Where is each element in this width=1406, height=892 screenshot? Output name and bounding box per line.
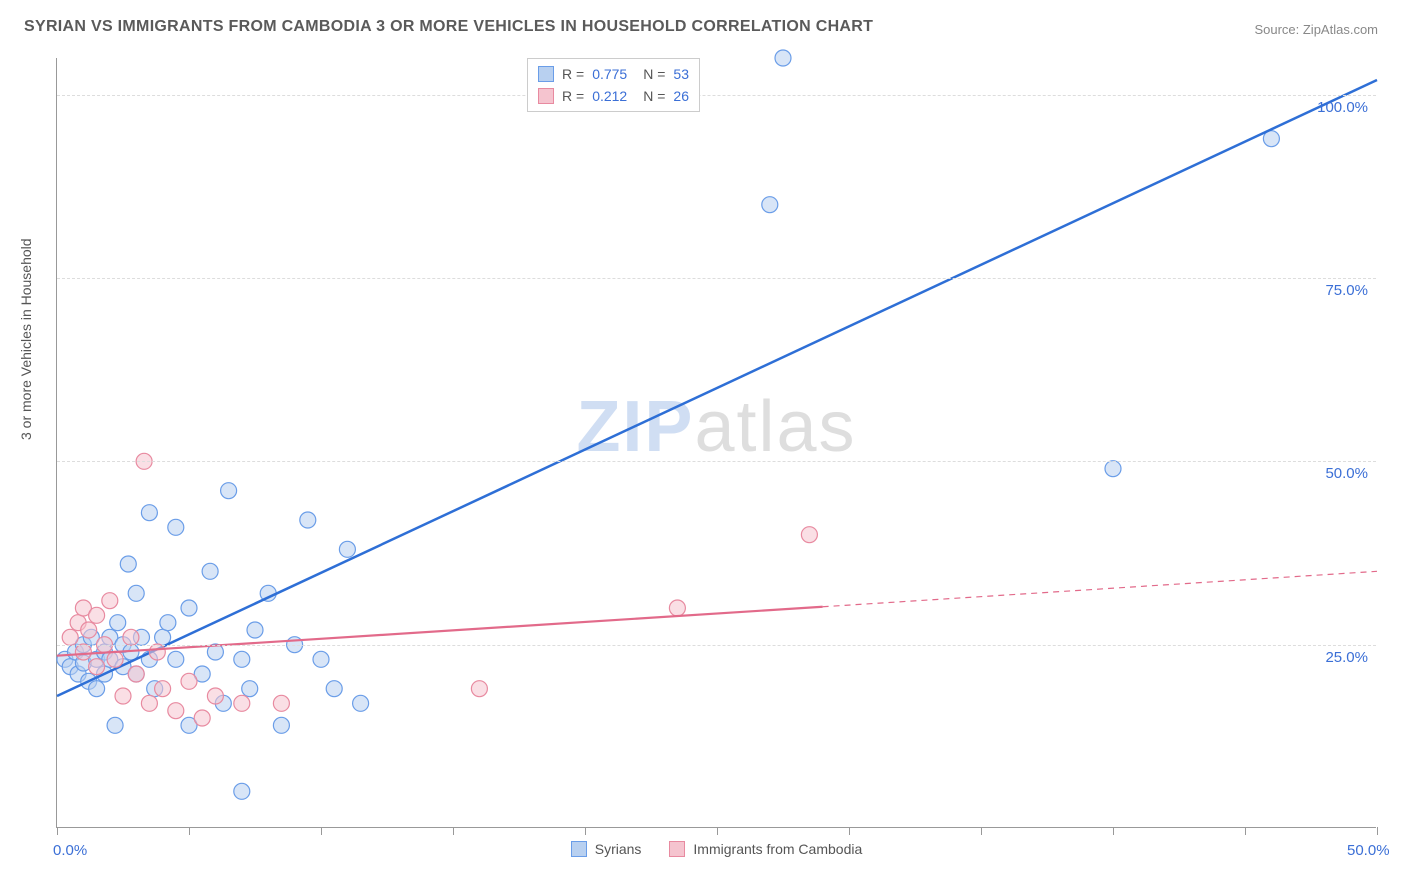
x-tick [849,827,850,835]
data-point [273,717,289,733]
data-point [339,541,355,557]
swatch-icon [571,841,587,857]
data-point [234,695,250,711]
data-point [75,644,91,660]
data-point [207,688,223,704]
regression-line [57,607,823,656]
x-tick [1377,827,1378,835]
legend-r-label: R = [562,88,584,104]
data-point [120,556,136,572]
x-tick-label: 0.0% [53,842,87,859]
data-point [89,681,105,697]
data-point [242,681,258,697]
legend-r-value: 0.212 [592,88,627,104]
data-point [221,483,237,499]
data-point [168,519,184,535]
gridline [57,278,1376,279]
data-point [128,585,144,601]
y-tick-label: 100.0% [1317,99,1368,116]
data-point [471,681,487,697]
chart-title: SYRIAN VS IMMIGRANTS FROM CAMBODIA 3 OR … [24,18,873,36]
data-point [123,629,139,645]
data-point [89,659,105,675]
x-tick [1245,827,1246,835]
y-tick-label: 75.0% [1325,282,1368,299]
legend-row-cambodia: R = 0.212 N = 26 [538,85,689,107]
data-point [801,527,817,543]
x-tick [585,827,586,835]
y-axis-label: 3 or more Vehicles in Household [18,238,34,440]
data-point [168,703,184,719]
data-point [234,651,250,667]
x-tick [981,827,982,835]
legend-r-value: 0.775 [592,66,627,82]
correlation-legend: R = 0.775 N = 53 R = 0.212 N = 26 [527,58,700,112]
legend-row-syrians: R = 0.775 N = 53 [538,63,689,85]
legend-n-label: N = [643,66,665,82]
data-point [128,666,144,682]
data-point [81,622,97,638]
x-tick [321,827,322,835]
x-tick [717,827,718,835]
gridline [57,645,1376,646]
data-point [89,607,105,623]
gridline [57,95,1376,96]
legend-item: Syrians [571,841,642,857]
data-point [194,710,210,726]
legend-n-value: 26 [673,88,689,104]
data-point [141,695,157,711]
data-point [160,615,176,631]
source-label: Source: ZipAtlas.com [1254,22,1378,37]
data-point [110,615,126,631]
x-tick [1113,827,1114,835]
series-legend: Syrians Immigrants from Cambodia [57,841,1376,857]
x-tick [57,827,58,835]
data-point [181,673,197,689]
x-tick [453,827,454,835]
legend-n-label: N = [643,88,665,104]
data-point [313,651,329,667]
data-point [1105,461,1121,477]
regression-line [57,80,1377,696]
legend-r-label: R = [562,66,584,82]
data-point [107,717,123,733]
data-point [62,629,78,645]
gridline [57,461,1376,462]
legend-label: Syrians [595,841,642,857]
legend-n-value: 53 [673,66,689,82]
data-point [168,651,184,667]
data-point [247,622,263,638]
swatch-icon [538,88,554,104]
data-point [353,695,369,711]
legend-label: Immigrants from Cambodia [693,841,862,857]
legend-item: Immigrants from Cambodia [669,841,862,857]
data-point [141,505,157,521]
data-point [273,695,289,711]
x-tick-label: 50.0% [1347,842,1390,859]
y-tick-label: 25.0% [1325,649,1368,666]
data-point [669,600,685,616]
data-point [234,783,250,799]
swatch-icon [669,841,685,857]
regression-line-dashed [823,571,1377,606]
data-point [107,651,123,667]
data-point [775,50,791,66]
data-point [326,681,342,697]
data-point [300,512,316,528]
data-point [181,600,197,616]
data-point [115,688,131,704]
data-point [202,563,218,579]
data-point [149,644,165,660]
x-tick [189,827,190,835]
data-point [102,593,118,609]
plot-area: ZIPatlas R = 0.775 N = 53 R = 0.212 N = … [56,58,1376,828]
y-tick-label: 50.0% [1325,465,1368,482]
data-point [762,197,778,213]
swatch-icon [538,66,554,82]
data-point [155,681,171,697]
chart-svg [57,58,1376,827]
